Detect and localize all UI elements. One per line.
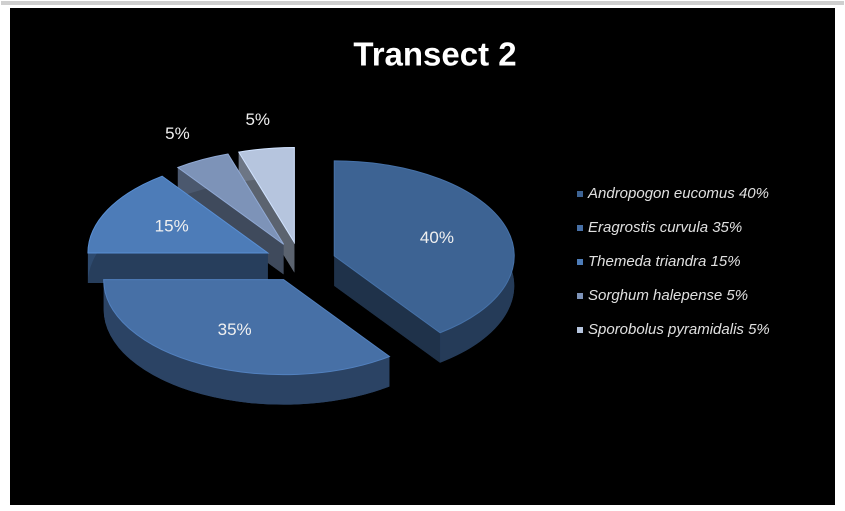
legend-swatch: [577, 327, 583, 333]
slice: [176, 153, 285, 245]
legend-label: Themeda triandra 15%: [588, 253, 741, 270]
legend-swatch: [577, 293, 583, 299]
legend-swatch: [577, 225, 583, 231]
legend-label: Sporobolus pyramidalis 5%: [588, 321, 770, 338]
data-label: 5%: [165, 124, 190, 143]
slice: [87, 175, 270, 254]
top-border: [1, 1, 844, 5]
slice: [237, 146, 295, 245]
data-label: 40%: [420, 228, 454, 247]
legend-label: Sorghum halepense 5%: [588, 287, 748, 304]
slice: [333, 160, 515, 334]
slice-radial-wall: [87, 176, 268, 284]
legend-label: Andropogon eucomus 40%: [587, 185, 769, 202]
legend-swatch: [577, 191, 583, 197]
legend-swatch: [577, 259, 583, 265]
slice-radial-wall: [334, 160, 441, 363]
legend-label: Eragrostis curvula 35%: [588, 219, 742, 236]
slice-radial-wall: [177, 154, 284, 275]
chart-title: Transect 2: [353, 36, 516, 73]
data-label: 5%: [245, 110, 270, 129]
data-label: 15%: [155, 217, 189, 236]
data-label: 35%: [218, 320, 252, 339]
slice: [103, 279, 391, 376]
